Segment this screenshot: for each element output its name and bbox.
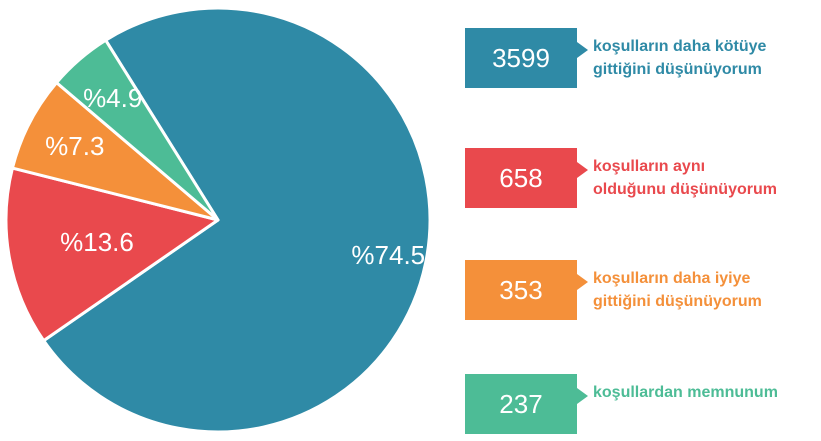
legend-count-box: 353	[465, 260, 588, 320]
slice-percent-label: %7.3	[45, 131, 104, 161]
pie-slice	[42, 6, 432, 434]
legend-count-box: 658	[465, 148, 588, 208]
legend: 3599 koşulların daha kötüye gittiğini dü…	[465, 0, 821, 441]
slice-percent-label: %4.9	[83, 83, 142, 113]
legend-count: 658	[499, 162, 543, 193]
legend-label-line: gittiğini düşünüyorum	[593, 293, 762, 310]
legend-label: koşulların daha iyiye gittiğini düşünüyo…	[593, 267, 821, 313]
legend-count-box: 237	[465, 374, 588, 434]
slice-percent-label: %13.6	[60, 227, 134, 257]
legend-item-satisfied: 237 koşullardan memnunum	[465, 374, 821, 434]
legend-label-line: gittiğini düşünüyorum	[593, 61, 762, 78]
legend-label: koşulların daha kötüye gittiğini düşünüy…	[593, 35, 821, 81]
legend-label: koşulların aynı olduğunu düşünüyorum	[593, 155, 821, 201]
legend-item-better: 353 koşulların daha iyiye gittiğini düşü…	[465, 260, 821, 320]
legend-item-same: 658 koşulların aynı olduğunu düşünüyorum	[465, 148, 821, 208]
legend-count: 353	[499, 274, 543, 305]
pie-chart: %74.5 %13.6 %7.3 %4.9	[4, 6, 432, 434]
legend-label: koşullardan memnunum	[593, 381, 821, 404]
slice-percent-label: %74.5	[351, 240, 425, 270]
legend-count: 237	[499, 388, 543, 419]
legend-count-box: 3599	[465, 28, 588, 88]
legend-label-line: koşulların daha kötüye	[593, 38, 767, 55]
pie-slice	[55, 38, 220, 222]
legend-count: 3599	[492, 42, 550, 73]
legend-label-line: koşullardan memnunum	[593, 384, 778, 401]
legend-label-line: olduğunu düşünüyorum	[593, 181, 777, 198]
legend-label-line: koşulların aynı	[593, 158, 706, 175]
pie-slice	[4, 166, 220, 343]
legend-item-worse: 3599 koşulların daha kötüye gittiğini dü…	[465, 28, 821, 88]
legend-label-line: koşulların daha iyiye	[593, 270, 751, 287]
